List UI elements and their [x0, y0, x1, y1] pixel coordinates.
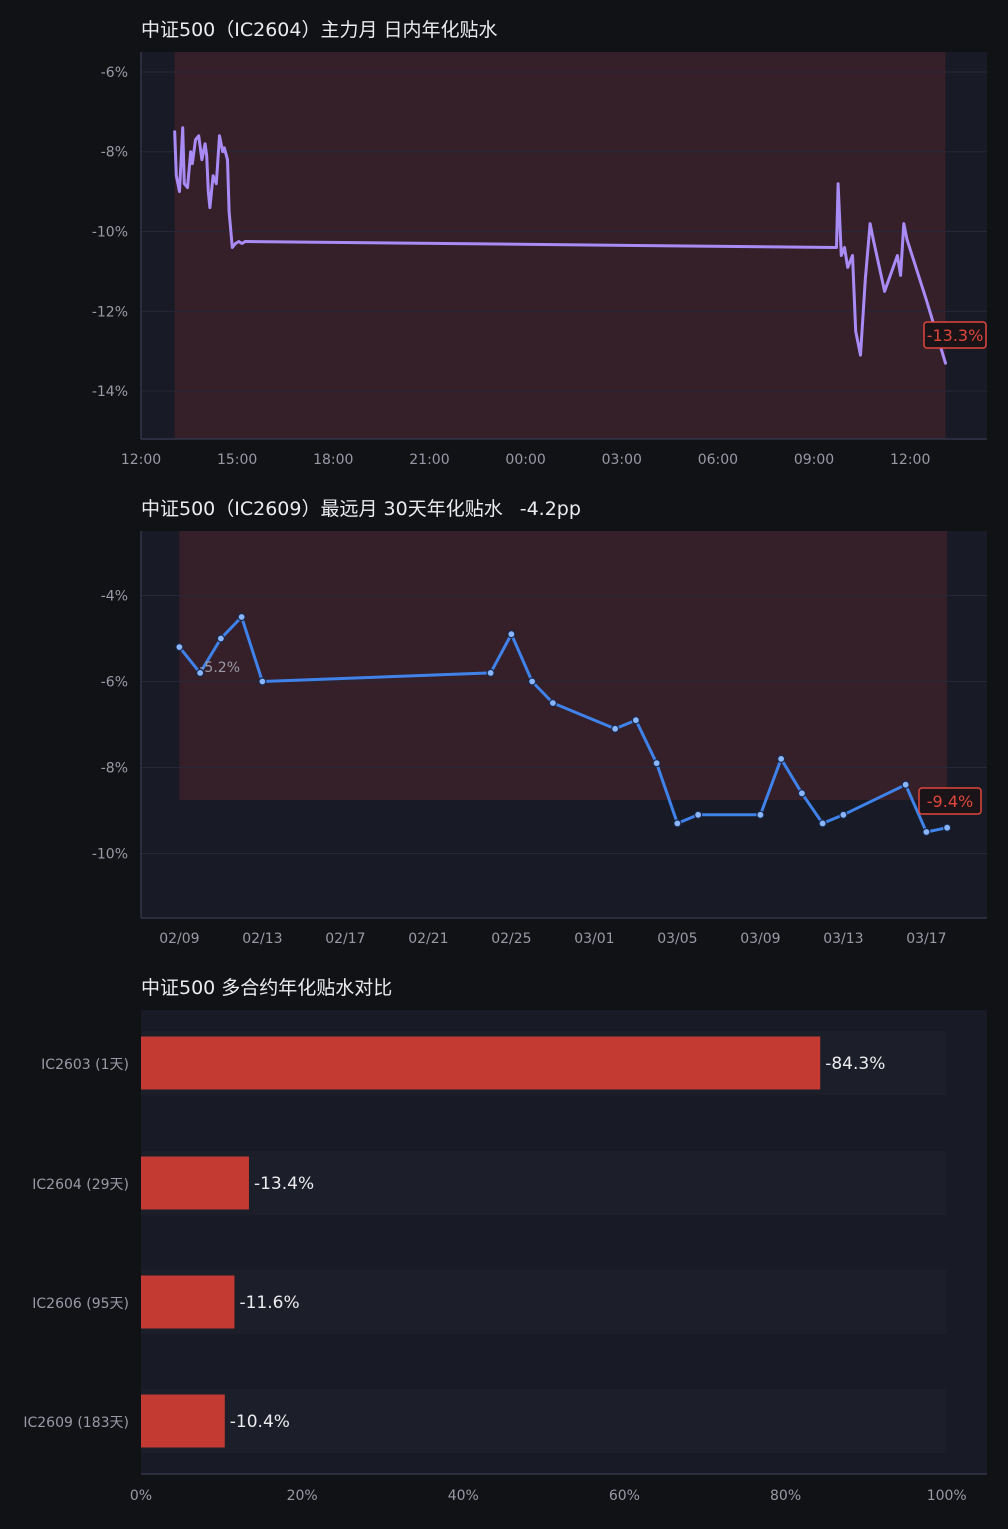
x-tick-label: 03/17: [906, 931, 946, 947]
end-value-label: -13.3%: [927, 326, 984, 345]
data-point: [507, 630, 516, 639]
end-value-badge: [923, 321, 987, 349]
y-tick-label: -6%: [101, 65, 128, 81]
x-tick-label: 03/01: [574, 931, 614, 947]
shaded-region: [179, 531, 948, 800]
series-line: [173, 126, 947, 365]
data-point: [486, 668, 495, 678]
category-label: IC2603 (1天): [41, 1057, 129, 1073]
data-point: [818, 819, 827, 828]
data-point: [237, 612, 246, 622]
data-point: [216, 634, 225, 643]
bar: [141, 1036, 821, 1090]
data-point: [652, 759, 661, 768]
x-tick-label: 20%: [287, 1488, 318, 1504]
chart-title: 中证500（IC2609）最远月 30天年化贴水 -4.2pp: [141, 498, 581, 520]
y-tick-label: -10%: [92, 225, 128, 241]
change-label: -4.2pp: [520, 498, 581, 520]
category-label: IC2604 (29天): [32, 1177, 129, 1193]
data-point: [528, 677, 537, 686]
bar: [141, 1275, 235, 1329]
x-tick-label: 15:00: [217, 452, 257, 468]
data-point: [777, 754, 786, 764]
chart-title: 中证500 多合约年化贴水对比: [141, 977, 392, 999]
bar: [141, 1394, 225, 1448]
category-label: IC2606 (95天): [32, 1296, 129, 1312]
series-line: [177, 615, 949, 834]
x-tick-label: 03/13: [823, 931, 863, 947]
x-tick-label: 02/25: [491, 931, 531, 947]
end-value-badge: [918, 787, 982, 815]
data-point: [175, 642, 184, 652]
bar-value-label: -84.3%: [825, 1054, 885, 1074]
x-tick-label: 03/05: [657, 931, 697, 947]
bar-track: [141, 1270, 947, 1334]
data-point: [694, 810, 703, 819]
x-tick-label: 60%: [609, 1488, 640, 1504]
data-point: [943, 823, 952, 832]
bar-track: [141, 1389, 947, 1453]
data-point: [631, 716, 640, 725]
bar: [141, 1156, 249, 1210]
chart-1: 中证500（IC2609）最远月 30天年化贴水 -4.2pp -4% -6% -8% -…: [92, 498, 987, 947]
y-tick-label: -8%: [101, 761, 128, 777]
x-tick-label: 02/13: [242, 931, 282, 947]
y-tick-label: -12%: [92, 304, 128, 320]
x-tick-label: 80%: [770, 1488, 801, 1504]
data-point: [839, 810, 848, 819]
x-tick-label: 03/09: [740, 931, 780, 947]
x-tick-label: 12:00: [121, 452, 161, 468]
data-point: [196, 668, 205, 678]
x-tick-label: 02/21: [408, 931, 448, 947]
x-tick-label: 0%: [130, 1488, 152, 1504]
chart-2: 中证500 多合约年化贴水对比 -84.3% IC2603 (1天) -13.4% IC…: [23, 977, 987, 1504]
y-tick-label: -8%: [101, 145, 128, 161]
data-point: [797, 789, 806, 798]
y-tick-label: -10%: [92, 847, 128, 863]
x-tick-label: 12:00: [890, 452, 930, 468]
chart-0: 中证500（IC2604）主力月 日内年化贴水 -6% -8% -10% -12% -14…: [92, 19, 987, 468]
data-point: [611, 724, 620, 733]
x-tick-label: 06:00: [698, 452, 738, 468]
data-point: [258, 677, 267, 686]
x-tick-label: 40%: [448, 1488, 479, 1504]
start-value-label: -5.2%: [199, 660, 240, 676]
x-tick-label: 100%: [927, 1488, 967, 1504]
x-tick-label: 09:00: [794, 452, 834, 468]
data-point: [756, 810, 765, 819]
x-tick-label: 03:00: [602, 452, 642, 468]
y-tick-label: -14%: [92, 384, 128, 400]
y-tick-label: -4%: [101, 589, 128, 605]
data-point: [548, 698, 557, 708]
chart-title: 中证500（IC2604）主力月 日内年化贴水: [141, 19, 498, 41]
x-tick-label: 02/17: [325, 931, 365, 947]
bar-value-label: -13.4%: [254, 1174, 314, 1194]
data-point: [922, 827, 931, 837]
x-tick-label: 00:00: [505, 452, 545, 468]
x-tick-label: 02/09: [159, 931, 199, 947]
data-point: [901, 780, 910, 789]
bar-value-label: -11.6%: [239, 1293, 299, 1313]
bar-value-label: -10.4%: [230, 1412, 290, 1432]
x-tick-label: 18:00: [313, 452, 353, 468]
bar-track: [141, 1151, 947, 1215]
data-point: [673, 819, 682, 828]
category-label: IC2609 (183天): [23, 1415, 129, 1431]
y-tick-label: -6%: [101, 675, 128, 691]
end-value-label: -9.4%: [927, 792, 973, 811]
x-tick-label: 21:00: [409, 452, 449, 468]
